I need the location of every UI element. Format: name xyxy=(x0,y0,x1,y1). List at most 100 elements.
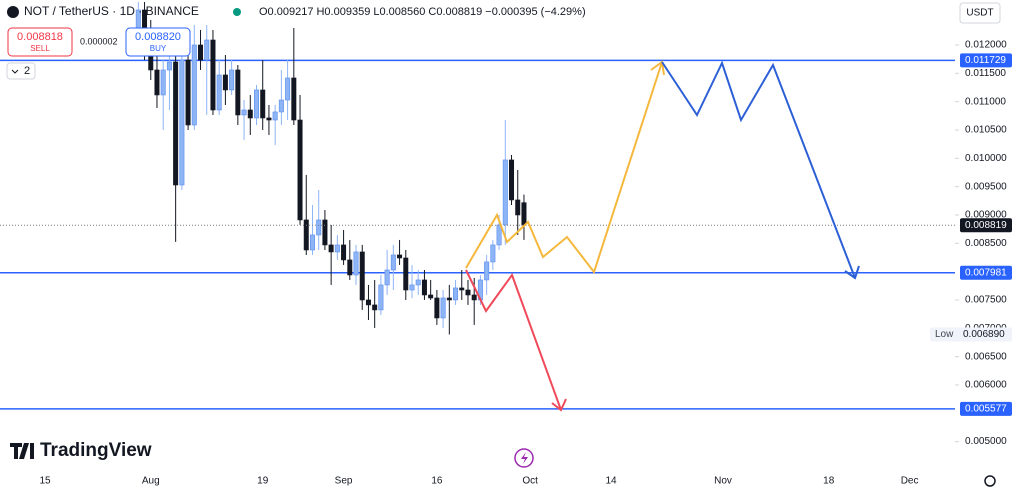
candle-body xyxy=(359,251,365,301)
candle-body xyxy=(222,74,228,91)
y-tick-label: 0.010500 xyxy=(965,125,1007,136)
level-label: 0.005577 xyxy=(965,404,1007,415)
candle-body xyxy=(210,39,216,111)
candle-body xyxy=(316,219,322,236)
bolt xyxy=(521,452,528,464)
sell-price: 0.008818 xyxy=(17,31,63,43)
low-label: 0.006890 xyxy=(963,329,1005,340)
y-tick-label: 0.008500 xyxy=(965,238,1007,249)
candle-body xyxy=(415,279,421,286)
candle-body xyxy=(459,287,465,291)
y-tick-label: 0.009500 xyxy=(965,181,1007,192)
header: NOT / TetherUS · 1D · BINANCE O0.009217 … xyxy=(6,2,1001,80)
candle-body xyxy=(403,257,409,291)
candle-body xyxy=(390,254,396,271)
low-text: Low xyxy=(935,329,954,340)
projection-yellow xyxy=(465,61,663,275)
indicators-toggle[interactable] xyxy=(6,62,36,80)
candle-body xyxy=(247,109,253,119)
x-tick-label: Aug xyxy=(142,476,160,487)
symbol-icon xyxy=(7,6,19,18)
x-tick-label: Oct xyxy=(522,476,538,487)
plot-area xyxy=(0,1,955,410)
candle-body xyxy=(465,289,471,296)
candle-body xyxy=(446,297,452,301)
y-tick-label: 0.006500 xyxy=(965,351,1007,362)
candle-body xyxy=(191,44,197,126)
y-tick-label: 0.006000 xyxy=(965,380,1007,391)
candle-body xyxy=(471,294,477,301)
candle-body xyxy=(216,74,222,111)
candle-body xyxy=(291,77,297,121)
buy-button[interactable] xyxy=(125,27,191,57)
indicators-count: 2 xyxy=(24,65,30,77)
brand: TradingView xyxy=(40,440,152,461)
candle-body xyxy=(440,297,446,319)
price-axis: 0.012000 0.011500 0.011000 0.010500 0.010000… xyxy=(930,40,1012,447)
candle-body xyxy=(254,89,260,119)
spread: 0.000002 xyxy=(80,36,118,46)
candle-body xyxy=(490,244,496,263)
candle-body xyxy=(453,287,459,301)
x-tick-label: 14 xyxy=(605,476,617,487)
x-tick-label: Sep xyxy=(335,476,353,487)
candle-body xyxy=(309,234,315,251)
x-tick-label: 18 xyxy=(823,476,835,487)
candle-body xyxy=(173,61,179,186)
candle-body xyxy=(365,299,371,306)
candle-body xyxy=(303,219,309,251)
sell-label: SELL xyxy=(30,44,50,53)
y-tick-label: 0.011500 xyxy=(965,68,1006,79)
candle-body xyxy=(260,89,266,119)
candle-body xyxy=(341,244,347,261)
candle-body xyxy=(154,69,160,96)
level-label: 0.007981 xyxy=(965,267,1007,278)
candle-body xyxy=(322,219,328,246)
currency-button[interactable] xyxy=(959,2,1001,24)
x-tick-label: 16 xyxy=(431,476,443,487)
candle-body xyxy=(428,294,434,299)
candle-body xyxy=(160,69,166,96)
symbol[interactable]: NOT / TetherUS · 1D · BINANCE xyxy=(24,4,199,18)
candle-body xyxy=(434,297,440,319)
candle-body xyxy=(378,284,384,311)
y-tick-label: 0.011000 xyxy=(965,96,1006,107)
candle-body xyxy=(235,69,241,116)
candle-body xyxy=(496,224,502,246)
level-tag xyxy=(960,265,1012,280)
y-tick-label: 0.010000 xyxy=(965,153,1007,164)
candle-body xyxy=(397,254,403,259)
candle-body xyxy=(185,59,191,126)
chevron xyxy=(11,69,19,74)
status-dot xyxy=(233,8,241,16)
candle-body xyxy=(328,244,334,253)
arrow-head xyxy=(551,398,567,412)
buy-price: 0.008820 xyxy=(135,31,181,43)
level-tag xyxy=(960,401,1012,416)
x-tick-label: 19 xyxy=(257,476,269,487)
candle-body xyxy=(204,39,210,61)
candle-body xyxy=(484,261,490,281)
candle-body xyxy=(372,304,378,311)
y-tick-label: 0.007500 xyxy=(965,295,1007,306)
candle-body xyxy=(502,159,508,226)
low-tag xyxy=(930,327,1012,342)
settings-icon[interactable] xyxy=(984,475,996,487)
last-price-label: 0.008819 xyxy=(965,220,1007,231)
candle-body xyxy=(384,269,390,286)
arrow-head xyxy=(844,265,860,280)
drawings xyxy=(465,60,860,412)
candle-body xyxy=(353,251,359,276)
candle-body xyxy=(297,119,303,221)
currency: USDT xyxy=(966,8,993,19)
candle-body xyxy=(285,77,291,101)
sell-button[interactable] xyxy=(7,27,73,57)
candle-body xyxy=(241,109,247,116)
candle-body xyxy=(229,69,235,91)
candle-body xyxy=(421,279,427,296)
brand-logo xyxy=(10,443,34,459)
candle-body xyxy=(409,284,415,291)
candle-body xyxy=(266,117,272,121)
level-label: 0.011729 xyxy=(965,55,1006,66)
